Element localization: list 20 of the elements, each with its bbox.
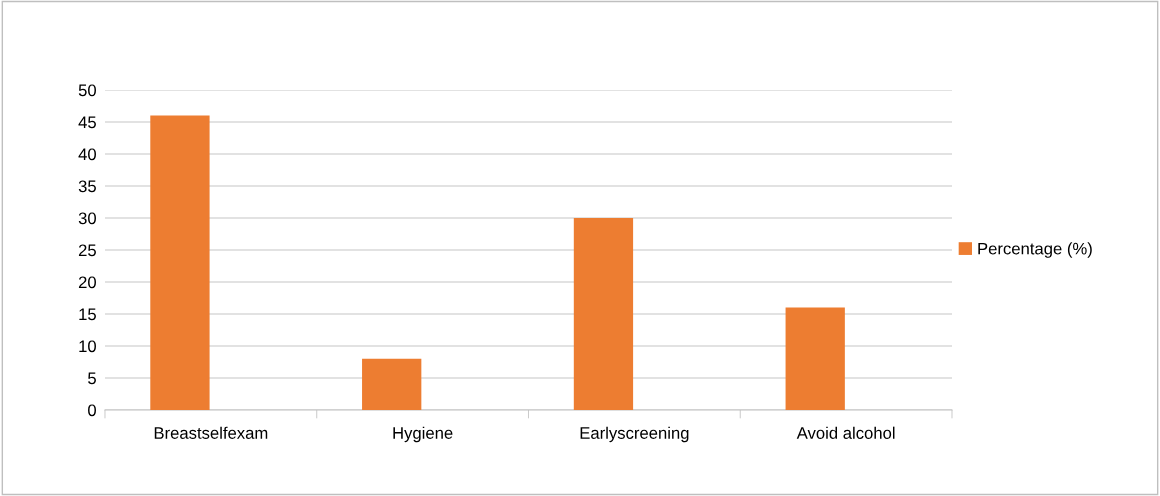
y-tick-label: 20 bbox=[78, 276, 96, 289]
y-tick-label: 15 bbox=[79, 308, 96, 321]
y-tick-label: 35 bbox=[78, 180, 96, 193]
bar bbox=[785, 307, 845, 410]
bar bbox=[573, 218, 634, 410]
bar bbox=[362, 358, 422, 410]
y-tick-label: 50 bbox=[78, 84, 96, 97]
x-tick-label: Earlyscreening bbox=[580, 426, 689, 443]
y-tick-label: 25 bbox=[78, 244, 96, 257]
bar bbox=[150, 115, 210, 410]
x-tick-label: Hygiene bbox=[393, 426, 453, 443]
legend-label: Percentage (%) bbox=[978, 242, 1092, 258]
y-tick-label: 45 bbox=[78, 116, 96, 129]
x-tick-label: Breastselfexam bbox=[154, 426, 268, 439]
y-tick-label: 10 bbox=[79, 340, 96, 353]
y-tick-label: 5 bbox=[88, 372, 96, 385]
x-tick-label: Avoid alcohol bbox=[796, 426, 895, 439]
y-tick-label: 40 bbox=[78, 148, 96, 161]
y-tick-label: 0 bbox=[88, 404, 96, 417]
y-tick-label: 30 bbox=[78, 212, 96, 225]
